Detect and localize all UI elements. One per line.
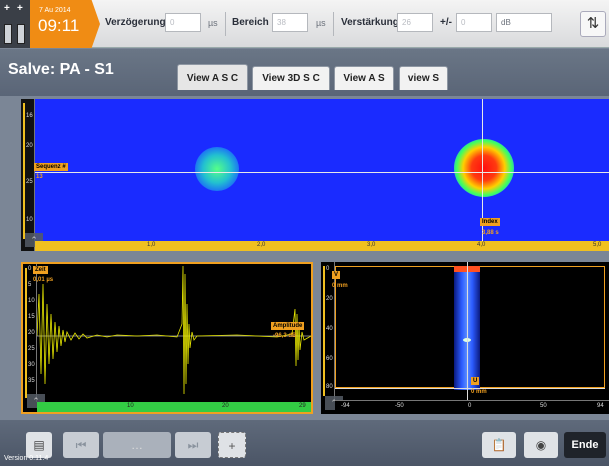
camera-icon[interactable]: ◉: [524, 432, 558, 458]
cscan-vertical-ruler: 16 20 25 10: [21, 99, 35, 251]
sequence-value: 13: [36, 174, 43, 180]
amplitude-value: -96,3 dB: [273, 333, 297, 339]
time-label: Zeit: [33, 266, 48, 274]
sscan-panel[interactable]: 0 20 40 60 80 V 0 mm U 0 mm ⌃ -94 -50 0 …: [321, 262, 609, 414]
top-toolbar: + + 7 Au 2014 09:11 Verzögerung 0 µs Ber…: [0, 0, 609, 48]
cscan-spot-1: [195, 147, 239, 191]
delay-unit: µs: [208, 18, 218, 28]
tab-view-s[interactable]: view S: [399, 66, 448, 90]
position-display: …: [103, 432, 171, 458]
gain-pm-label: +/-: [440, 17, 452, 28]
u-value: 0 mm: [471, 389, 487, 395]
ascan-signal: [37, 265, 311, 395]
gain-label: Verstärkung: [341, 17, 399, 28]
gain-unit: dB: [496, 13, 552, 32]
time-text: 09:11: [38, 16, 80, 35]
skip-first-icon[interactable]: ⏮: [63, 432, 99, 458]
sequence-label: Sequenz #: [34, 163, 68, 171]
page-title: Salve: PA - S1: [8, 61, 114, 78]
title-bar: Salve: PA - S1 View A S C View 3D S C Vi…: [0, 49, 609, 96]
date-text: 7 Au 2014: [39, 7, 71, 14]
ascan-horizontal-ruler: 10 20 29: [37, 402, 311, 412]
cscan-spot-2: [454, 139, 514, 197]
ascan-panel[interactable]: 0 5 10 15 20 25 30 35 Zeit 0,01 µs Ampli…: [21, 262, 313, 414]
version-text: Version 0.11.4: [4, 455, 49, 462]
tab-view-3d-s-c[interactable]: View 3D S C: [252, 66, 330, 90]
delay-input[interactable]: 0: [165, 13, 201, 32]
end-button[interactable]: Ende: [564, 432, 606, 458]
clipboard-icon[interactable]: 📋: [482, 432, 516, 458]
bottom-toolbar: ▤ ⏮ … ⏭ + 📋 ◉ Ende: [0, 420, 609, 466]
v-label: V: [332, 271, 341, 279]
device-icon[interactable]: + +: [0, 0, 30, 48]
sscan-vertical-ruler: 0 20 40 60 80: [321, 262, 335, 400]
u-label: U: [471, 377, 480, 385]
add-marker-icon[interactable]: +: [218, 432, 246, 458]
skip-last-icon[interactable]: ⏭: [175, 432, 211, 458]
datetime-badge: 7 Au 2014 09:11: [30, 0, 100, 48]
range-label: Bereich: [232, 17, 269, 28]
v-value: 0 mm: [332, 283, 348, 289]
gain-input[interactable]: 26: [397, 13, 433, 32]
ascan-vertical-ruler: 0 5 10 15 20 25 30 35: [23, 264, 37, 402]
sscan-crosshair-v: [467, 262, 468, 400]
sscan-crosshair-h: [335, 388, 605, 389]
list-icon[interactable]: ▤: [26, 432, 52, 458]
index-value: 3,88 s: [482, 230, 499, 236]
range-unit: µs: [316, 18, 326, 28]
delay-label: Verzögerung: [105, 17, 166, 28]
time-value: 0,01 µs: [33, 277, 54, 283]
amplitude-label: Amplitude: [271, 322, 305, 330]
cscan-image: [35, 99, 609, 241]
range-input[interactable]: 38: [272, 13, 308, 32]
cscan-horizontal-ruler: 1,0 2,0 3,0 4,0 5,0: [35, 241, 609, 251]
tab-view-a-s-c[interactable]: View A S C: [177, 64, 248, 90]
index-label: Index: [480, 218, 500, 226]
cscan-panel[interactable]: 16 20 25 10 Sequenz # 13 Index 3,88 s ⌃ …: [21, 99, 609, 251]
cscan-crosshair-v: [482, 99, 483, 241]
tab-view-a-s[interactable]: View A S: [334, 66, 394, 90]
swap-vertical-icon[interactable]: ⇅: [580, 11, 606, 37]
sscan-horizontal-ruler: -94 -50 0 50 94: [335, 400, 609, 414]
cscan-crosshair-h: [35, 172, 609, 173]
gain-pm-input[interactable]: 0: [456, 13, 492, 32]
